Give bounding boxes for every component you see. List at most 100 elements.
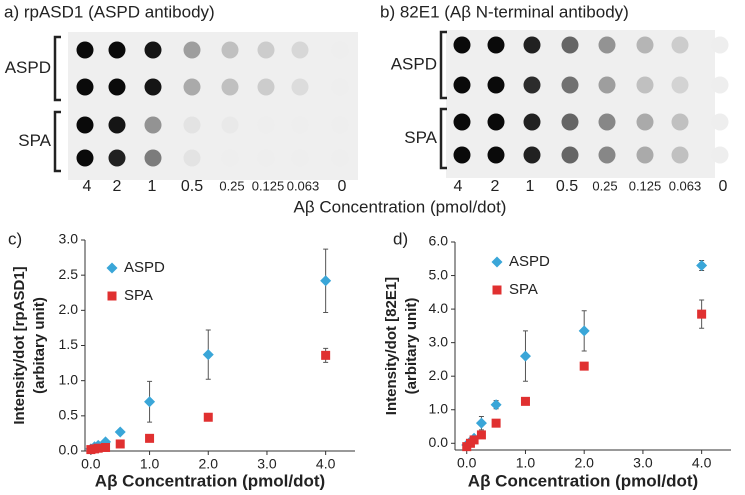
blot-dot <box>221 41 239 59</box>
y-tick-label: 0.0 <box>59 442 79 458</box>
y-tick-label: 1.5 <box>59 336 79 352</box>
blot-dot <box>561 146 579 164</box>
blot-title: b) 82E1 (Aβ N-terminal antibody) <box>380 2 629 21</box>
blot-dot <box>76 149 94 167</box>
x-tick-label: 3.0 <box>257 456 277 472</box>
lane-label: 0.25 <box>592 178 617 193</box>
lane-label: 0.063 <box>287 178 320 193</box>
y-tick-label: 0.0 <box>429 434 449 450</box>
point <box>101 442 111 452</box>
blot-dot <box>331 149 349 167</box>
row-label: SPA <box>18 131 51 150</box>
blot-dot <box>183 41 201 59</box>
blot-dot <box>291 41 309 59</box>
blot-dot <box>108 41 126 59</box>
bracket <box>53 110 61 173</box>
blot-dot <box>487 76 505 94</box>
x-tick-label: 3.0 <box>633 455 653 471</box>
x-tick-label: 4.0 <box>316 456 336 472</box>
blot-dot <box>523 146 541 164</box>
lane-label: 0 <box>338 178 347 195</box>
lane-label: 2 <box>491 178 500 195</box>
blot-dot <box>257 116 275 134</box>
blot-dot <box>711 76 729 94</box>
blot-dot <box>636 146 654 164</box>
point <box>519 350 531 362</box>
blot-dot <box>221 149 239 167</box>
legend-label: ASPD <box>124 259 165 276</box>
blot-dot <box>76 78 94 96</box>
legend-marker <box>491 256 503 268</box>
blot-dot <box>108 149 126 167</box>
legend-label: SPA <box>509 281 538 298</box>
x-tick-label: 2.0 <box>574 455 594 471</box>
blot-dot <box>144 116 162 134</box>
point <box>320 275 332 287</box>
blot-dot <box>523 113 541 131</box>
point <box>696 259 708 271</box>
blot-dot <box>108 78 126 96</box>
y-tick-label: 2.5 <box>59 266 79 282</box>
point <box>578 325 590 337</box>
point <box>469 435 479 445</box>
blot-dot <box>671 113 689 131</box>
point <box>321 350 331 360</box>
blot-dot <box>183 116 201 134</box>
blot-dot <box>598 146 616 164</box>
blot-dot <box>183 149 201 167</box>
lane-label: 0.125 <box>252 178 285 193</box>
point <box>520 396 530 406</box>
legend-marker <box>492 285 502 295</box>
x-tick-label: 2.0 <box>199 456 219 472</box>
blot-dot <box>221 78 239 96</box>
y-tick-label: 1.0 <box>59 371 79 387</box>
blot-dot <box>453 76 471 94</box>
blot-dot <box>144 149 162 167</box>
panel-label: d) <box>393 229 408 248</box>
lane-label: 1 <box>526 178 535 195</box>
blot-dot <box>257 78 275 96</box>
blot-dot <box>453 36 471 54</box>
blot-dot <box>331 41 349 59</box>
blot-dot <box>711 113 729 131</box>
y-axis-title: (arbitary unit) <box>403 298 420 395</box>
point <box>475 417 487 429</box>
legend-label: ASPD <box>509 253 550 270</box>
lane-label: 0.5 <box>556 178 578 195</box>
lane-label: 0.25 <box>219 178 244 193</box>
blot-dot <box>598 36 616 54</box>
blot-dot <box>561 113 579 131</box>
y-tick-label: 0.5 <box>59 407 79 423</box>
y-axis-title: Intensity/dot [rpASD1] <box>11 266 28 424</box>
lane-label: 2 <box>113 178 122 195</box>
blot-dot <box>108 116 126 134</box>
lane-label: 1 <box>148 178 157 195</box>
point <box>202 349 214 361</box>
point <box>144 396 156 408</box>
blot-dot <box>76 41 94 59</box>
point <box>476 430 486 440</box>
blot-dot <box>487 113 505 131</box>
point <box>579 361 589 371</box>
y-tick-label: 6.0 <box>429 233 449 249</box>
blot-dot <box>76 116 94 134</box>
blot-dot <box>291 149 309 167</box>
y-axis-title: (arbitary unit) <box>31 297 48 394</box>
bracket <box>439 30 447 100</box>
row-label: ASPD <box>391 54 437 73</box>
blot-dot <box>711 36 729 54</box>
blot-title: a) rpASD1 (ASPD antibody) <box>4 2 215 21</box>
y-tick-label: 4.0 <box>429 300 449 316</box>
y-tick-label: 3.0 <box>59 231 79 247</box>
blot-dot <box>523 36 541 54</box>
lane-label: 0.063 <box>669 178 702 193</box>
blot-dot <box>636 36 654 54</box>
blot-dot <box>523 76 541 94</box>
point <box>491 418 501 428</box>
blot-dot <box>291 116 309 134</box>
panel-label: c) <box>8 229 22 248</box>
bracket <box>439 107 447 170</box>
blot-dot <box>636 76 654 94</box>
point <box>490 399 502 411</box>
